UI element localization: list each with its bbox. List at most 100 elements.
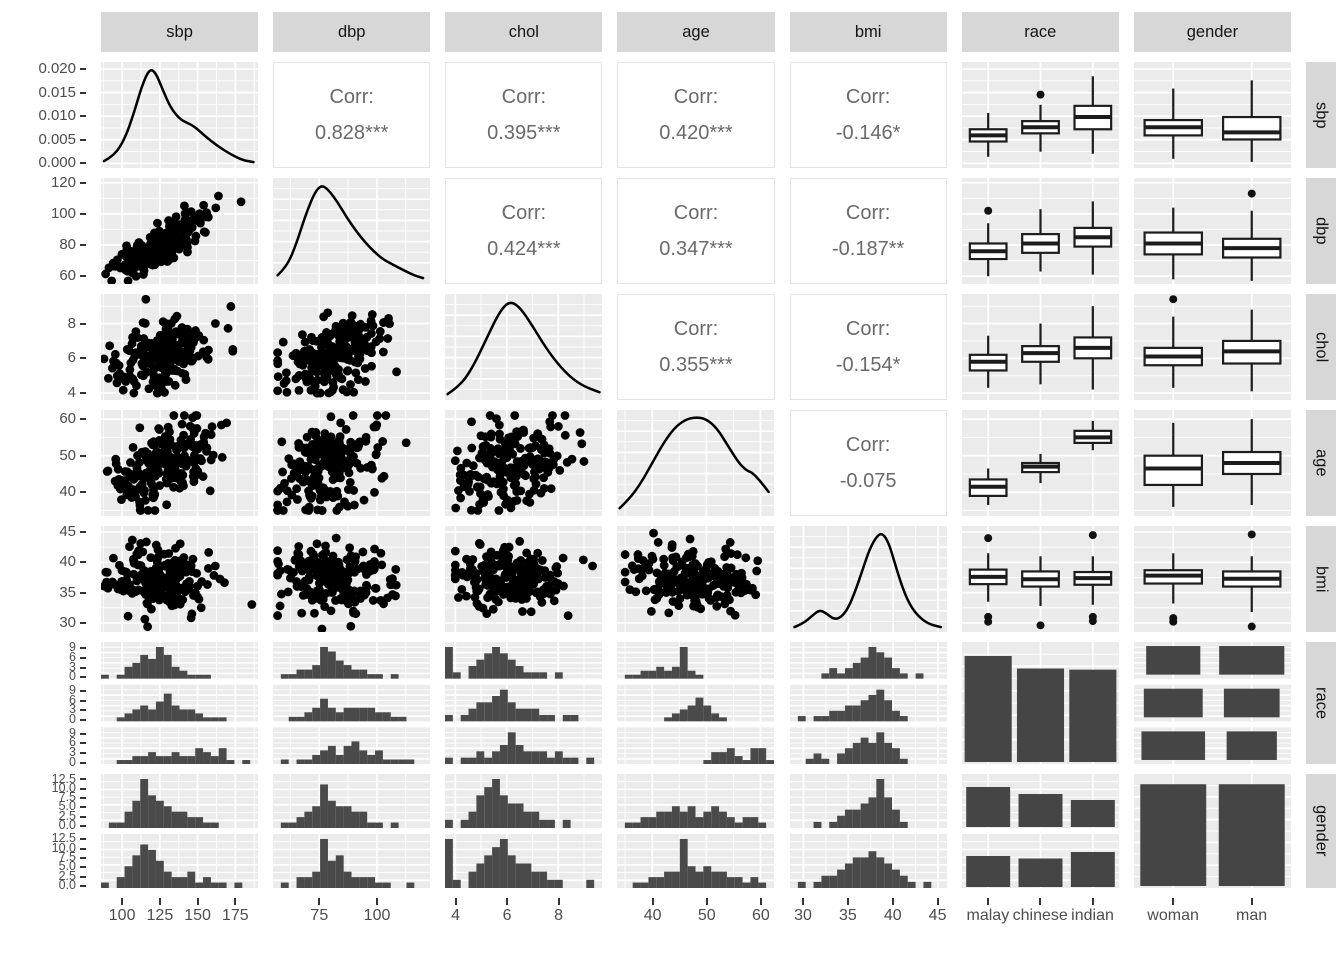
y-tick-label: 3	[69, 744, 76, 759]
plot-canvas	[1133, 642, 1291, 764]
strip-label: age	[682, 22, 710, 41]
panel-sbp-dbp-corr: Corr: 0.828***	[273, 62, 431, 168]
y-tick-label: 9	[69, 640, 76, 655]
tick-mark	[80, 806, 86, 809]
panel-sbp-bmi-corr: Corr: -0.146*	[789, 62, 947, 168]
y-tick-label: 2.5	[58, 868, 76, 883]
tick-mark	[80, 91, 86, 94]
plot-canvas	[961, 294, 1119, 400]
tick-mark	[196, 898, 199, 905]
tick-mark	[80, 531, 86, 534]
tick-mark	[80, 647, 86, 650]
tick-mark	[557, 898, 560, 905]
tick-mark	[80, 621, 86, 624]
y-tick-label: 50	[59, 446, 76, 464]
x-tick-label: 35	[838, 907, 857, 924]
tick-mark	[80, 357, 86, 360]
x-tick-label: 40	[643, 907, 662, 924]
strip-top-race: race	[961, 12, 1119, 52]
panel-chol-sbp-scatter	[101, 294, 258, 400]
strip-top-age: age	[617, 12, 775, 52]
plot-canvas	[961, 178, 1119, 284]
tick-mark	[80, 838, 86, 841]
panel-bmi-sbp-scatter	[101, 526, 258, 632]
y-tick-label: 8	[67, 314, 76, 332]
x-tick-label: 100	[363, 907, 391, 924]
corr-value: 0.420***	[659, 121, 733, 144]
y-tick-label: 80	[59, 236, 76, 254]
strip-right-dbp: dbp	[1305, 178, 1336, 284]
spacer	[1306, 898, 1336, 942]
strip-label: chol	[508, 22, 539, 41]
strip-label: dbp	[1312, 217, 1331, 245]
panel-dbp-gender-boxplot	[1133, 178, 1291, 284]
x-tick-label: 150	[184, 907, 211, 924]
panel-race-dbp-histogram	[273, 642, 431, 764]
panel-gender-age-histogram	[617, 774, 775, 888]
tick-mark	[80, 322, 86, 325]
tick-mark	[936, 898, 939, 905]
panel-age-dbp-scatter	[273, 410, 431, 516]
x-tick-label: 30	[794, 907, 812, 924]
panel-dbp-age-corr: Corr: 0.347***	[617, 178, 775, 284]
corr-prefix: Corr:	[845, 201, 891, 224]
tick-mark	[80, 718, 86, 721]
plot-canvas	[273, 178, 431, 284]
plot-canvas	[961, 774, 1119, 888]
strip-top-bmi: bmi	[789, 12, 947, 52]
plot-canvas	[617, 410, 775, 516]
panel-gender-bmi-histogram	[789, 774, 947, 888]
y-tick-label: 9	[69, 682, 76, 697]
x-tick-label: 75	[310, 907, 329, 924]
tick-mark	[891, 898, 894, 905]
x-tick-label: 125	[146, 907, 174, 924]
x-axis-chol: 4 6 8	[445, 898, 602, 942]
x-axis-race: malay chinese indian	[962, 898, 1119, 942]
tick-mark	[80, 561, 86, 564]
panel-gender-dbp-histogram	[273, 774, 431, 888]
plot-canvas	[617, 642, 775, 764]
corr-value: -0.187**	[831, 237, 905, 260]
strip-label: race	[1312, 686, 1331, 720]
tick-mark	[80, 244, 86, 247]
corr-prefix: Corr:	[673, 201, 719, 224]
corr-prefix: Corr:	[329, 85, 374, 108]
y-tick-label: 0.020	[38, 60, 76, 78]
y-tick-label: 40	[59, 483, 76, 501]
panel-sbp-age-corr: Corr: 0.420***	[617, 62, 775, 168]
tick-mark	[80, 815, 86, 818]
panel-race-sbp-histogram	[101, 642, 258, 764]
x-axis-sbp: 100 125 150 175	[101, 898, 258, 942]
panel-bmi-race-boxplot	[961, 526, 1119, 632]
y-tick-label: 5.0	[58, 799, 76, 814]
tick-mark	[846, 898, 849, 905]
x-axis-age: 40 50 60	[617, 898, 774, 942]
panel-chol-race-boxplot	[961, 294, 1119, 400]
plot-canvas	[961, 410, 1119, 516]
tick-mark	[80, 656, 86, 659]
strip-label: bmi	[1312, 565, 1331, 593]
tick-mark	[80, 392, 86, 395]
y-tick-label: 120	[50, 173, 76, 191]
plot-canvas	[445, 642, 603, 764]
tick-mark	[1039, 898, 1042, 905]
plot-canvas	[789, 774, 947, 888]
tick-mark	[80, 824, 86, 827]
panel-chol-dbp-scatter	[273, 294, 431, 400]
panel-bmi-age-scatter	[617, 526, 775, 632]
plot-canvas	[273, 294, 431, 400]
tick-mark	[80, 418, 86, 421]
spacer	[6, 12, 86, 52]
tick-mark	[80, 797, 86, 800]
tick-mark	[705, 898, 708, 905]
corr-prefix: Corr:	[673, 317, 719, 340]
strip-right-gender: gender	[1305, 774, 1336, 888]
tick-mark	[80, 732, 86, 735]
y-tick-label: 12.5	[51, 831, 76, 846]
y-tick-label: 40	[59, 553, 76, 571]
tick-mark	[80, 742, 86, 745]
tick-mark	[80, 761, 86, 764]
panel-bmi-dbp-scatter	[273, 526, 431, 632]
tick-mark	[80, 676, 86, 679]
